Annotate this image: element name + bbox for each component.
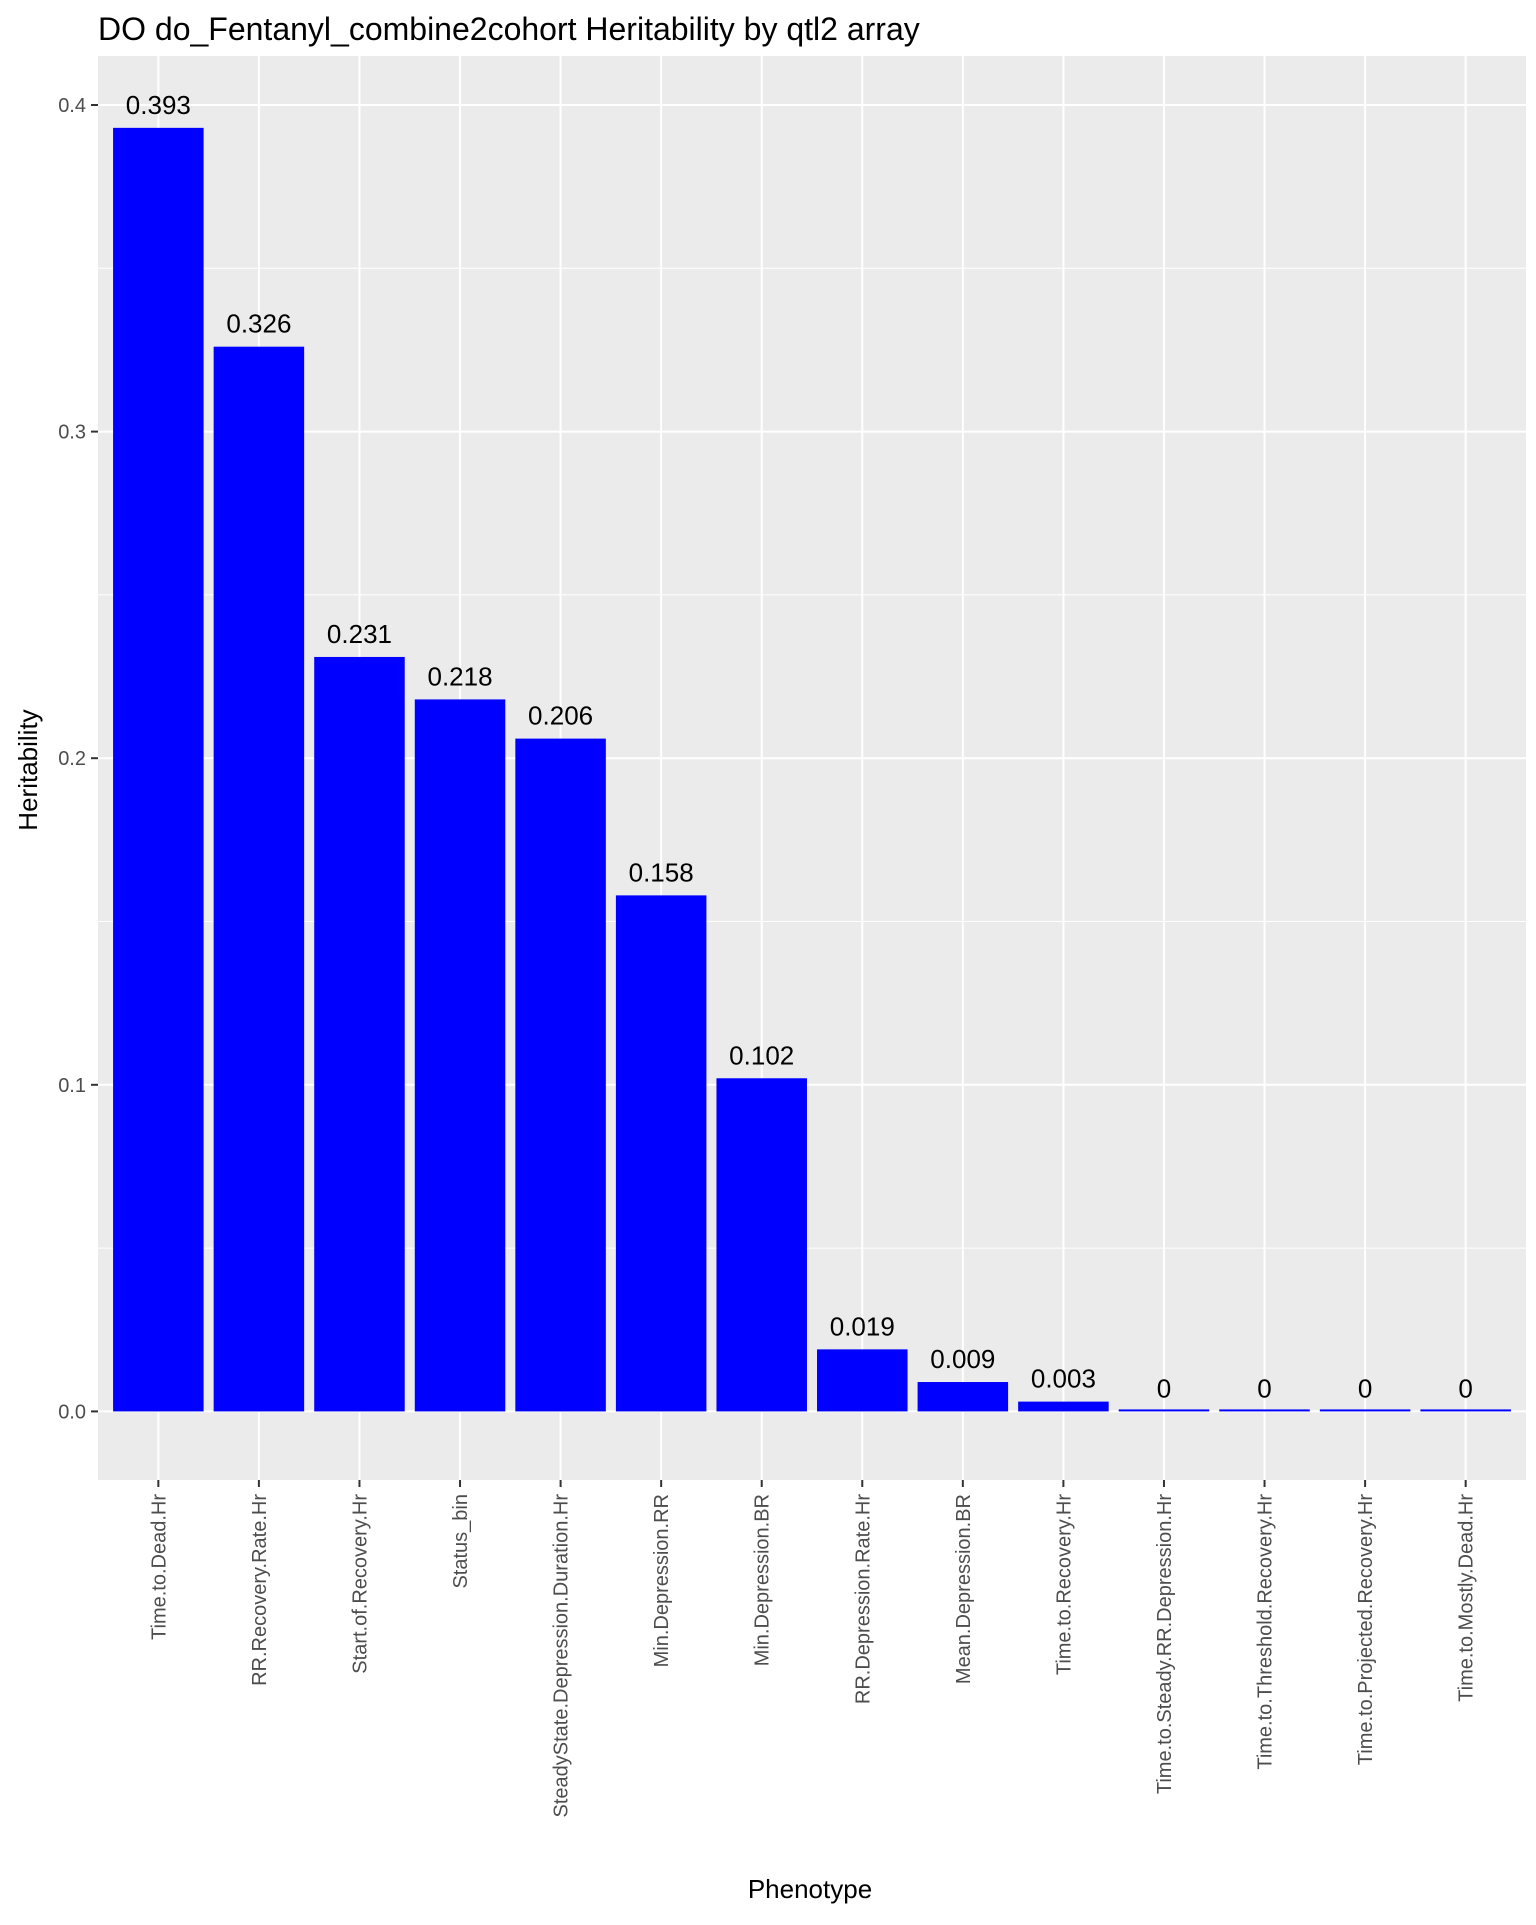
x-tick-label: Min.Depression.BR [752, 1494, 774, 1666]
bar [314, 656, 405, 1412]
x-tick-label: Min.Depression.RR [651, 1494, 673, 1667]
bar-value-label: 0.009 [930, 1344, 995, 1374]
y-tick-label: 0.0 [58, 1401, 86, 1423]
bar [917, 1382, 1009, 1412]
bar-value-label: 0.231 [327, 619, 392, 649]
y-tick-label: 0.3 [58, 422, 86, 444]
bar [1420, 1409, 1511, 1412]
y-axis-title: Heritability [13, 709, 43, 830]
bar [716, 1078, 807, 1412]
bar [1018, 1401, 1109, 1412]
x-tick-label: Time.to.Dead.Hr [148, 1494, 170, 1640]
x-tick-label: Status_bin [450, 1494, 472, 1589]
x-tick-label: Time.to.Steady.RR.Depression.Hr [1154, 1494, 1176, 1794]
y-tick-label: 0.4 [58, 95, 86, 117]
bar [213, 346, 305, 1412]
bar-value-label: 0.102 [729, 1040, 794, 1070]
chart-title: DO do_Fentanyl_combine2cohort Heritabili… [98, 11, 920, 47]
bar-value-label: 0.326 [226, 309, 291, 339]
bars [113, 127, 1511, 1412]
x-tick-label: Time.to.Projected.Recovery.Hr [1355, 1494, 1377, 1766]
bar-value-label: 0 [1257, 1373, 1271, 1403]
y-tick-label: 0.1 [58, 1075, 86, 1097]
bar [1219, 1409, 1310, 1412]
bar-value-label: 0.019 [830, 1311, 895, 1341]
y-axis: 0.0 0.1 0.2 0.3 0.4 [58, 95, 98, 1423]
bar [515, 738, 606, 1412]
x-tick-label: RR.Depression.Rate.Hr [852, 1494, 874, 1704]
x-tick-label: Time.to.Recovery.Hr [1053, 1494, 1075, 1675]
bar [113, 127, 204, 1412]
bar [1118, 1409, 1210, 1412]
bar-value-label: 0 [1458, 1373, 1472, 1403]
bar-value-label: 0.003 [1031, 1364, 1096, 1394]
bar-value-label: 0.206 [528, 701, 593, 731]
bar-value-label: 0 [1157, 1373, 1171, 1403]
bar [615, 895, 707, 1412]
bar [817, 1349, 908, 1412]
bar-value-label: 0.158 [629, 857, 694, 887]
x-tick-label: Start.of.Recovery.Hr [349, 1494, 371, 1674]
x-tick-label: Mean.Depression.BR [953, 1494, 975, 1684]
x-tick-label: Time.to.Threshold.Recovery.Hr [1255, 1494, 1277, 1770]
data-labels: 0.393 0.326 0.231 0.218 0.206 0.158 0.102 0.019… [126, 90, 1473, 1404]
bar-value-label: 0.393 [126, 90, 191, 120]
x-tick-label: SteadyState.Depression.Duration.Hr [551, 1494, 573, 1818]
x-tick-label: RR.Recovery.Rate.Hr [249, 1494, 271, 1686]
x-axis-title: Phenotype [748, 1874, 872, 1904]
bar-value-label: 0.218 [427, 661, 492, 691]
bar [1319, 1409, 1411, 1412]
x-tick-label: Time.to.Mostly.Dead.Hr [1456, 1494, 1478, 1702]
x-axis: Time.to.Dead.Hr RR.Recovery.Rate.Hr Start.… [148, 1480, 1478, 1818]
y-tick-label: 0.2 [58, 748, 86, 770]
plot-panel [98, 56, 1526, 1480]
bar [414, 699, 506, 1412]
bar-value-label: 0 [1358, 1373, 1372, 1403]
